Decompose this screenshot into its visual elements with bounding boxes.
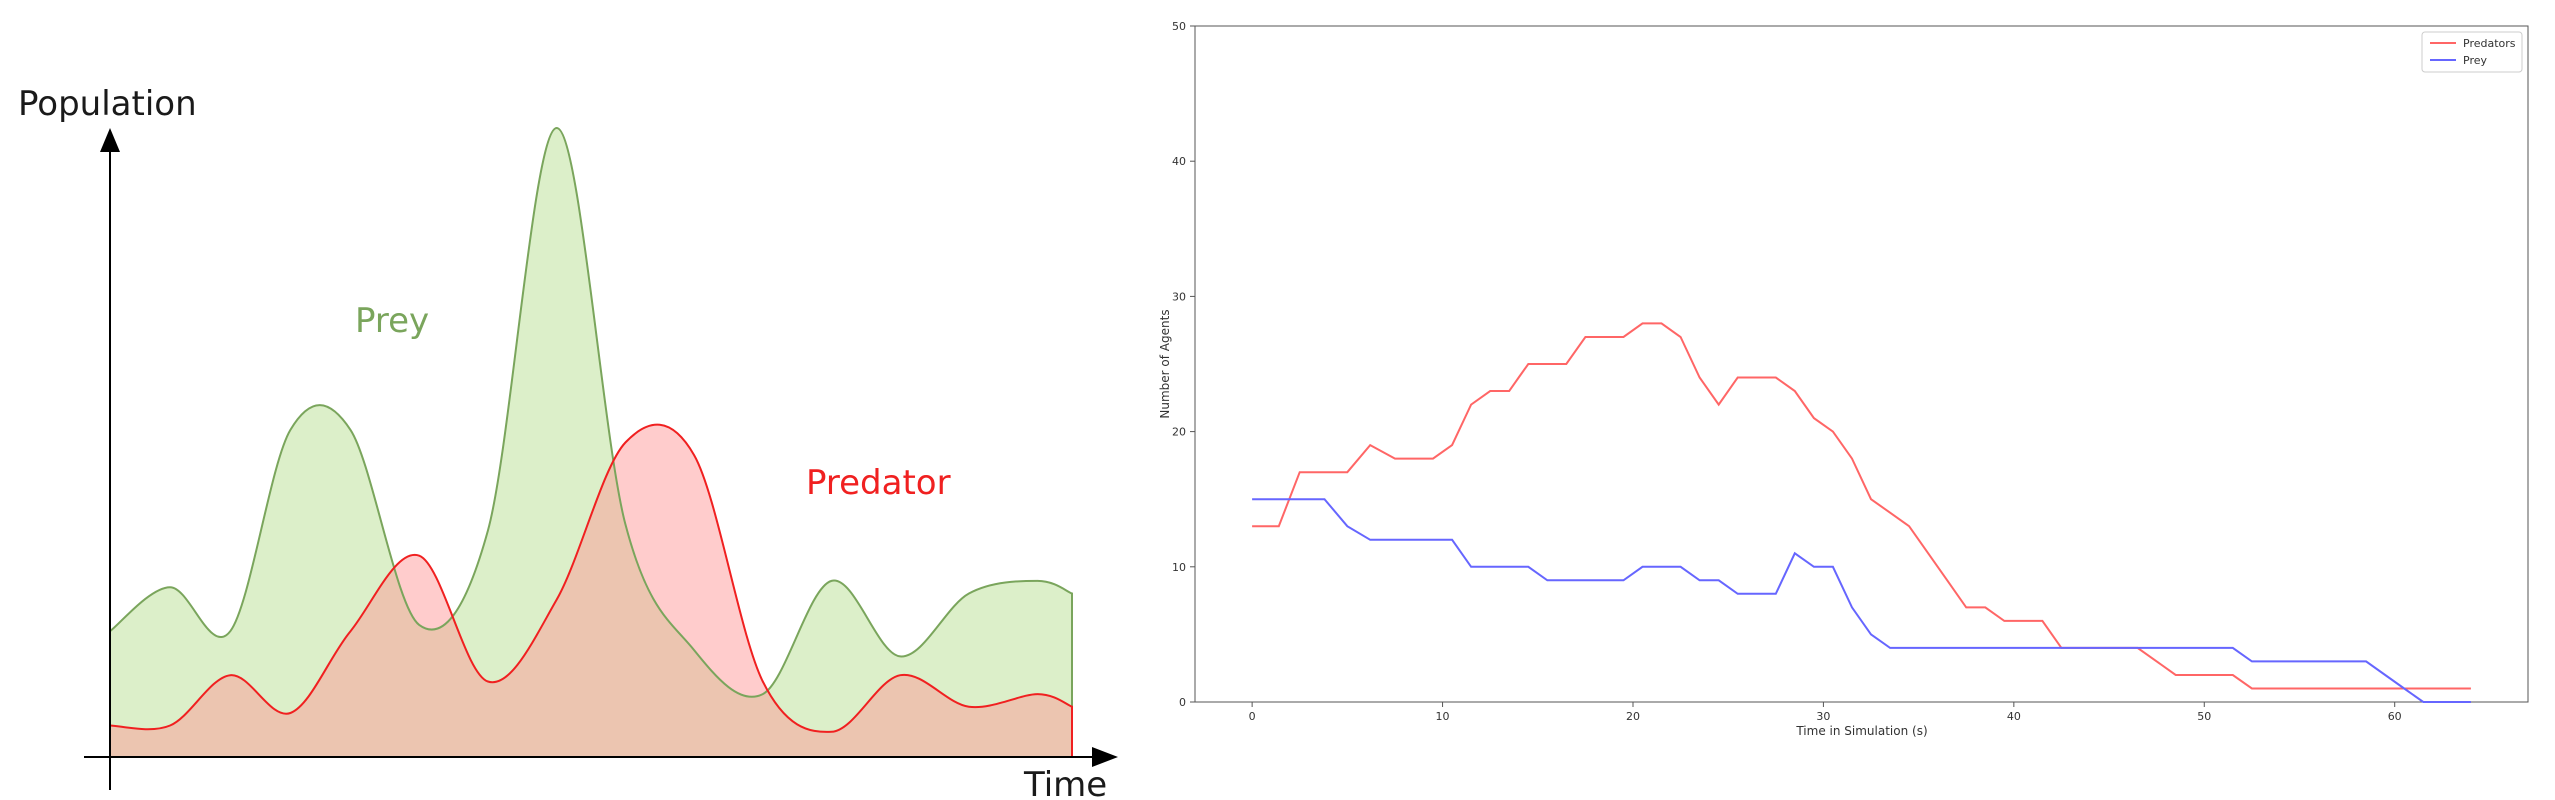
- series-line-prey: [1252, 498, 2471, 703]
- left-x-axis-arrow: [1092, 747, 1118, 767]
- y-tick-label: 30: [1172, 290, 1186, 303]
- left-y-axis-arrow: [100, 128, 120, 152]
- x-tick-label: 0: [1249, 710, 1256, 723]
- prey-area: [110, 127, 1072, 758]
- prey-line: [109, 126, 1073, 757]
- series-line-predators: [1252, 322, 2471, 690]
- left-x-axis-label: Time: [1023, 765, 1107, 800]
- x-tick-label: 10: [1436, 710, 1450, 723]
- x-tick-label: 50: [2197, 710, 2211, 723]
- right-chart: 0 10 20 30 40 50 60 0 10 20 30 40 50 Time in Simula…: [1158, 20, 2529, 738]
- y-tick-label: 50: [1172, 20, 1186, 33]
- y-tick-label: 10: [1172, 561, 1186, 574]
- y-ticks: 0 10 20 30 40 50: [1172, 20, 1195, 709]
- y-tick-label: 20: [1172, 426, 1186, 439]
- legend-label-prey: Prey: [2463, 54, 2487, 67]
- x-tick-label: 20: [1626, 710, 1640, 723]
- left-y-axis-label: Population: [18, 84, 197, 124]
- legend-label-predators: Predators: [2463, 37, 2516, 50]
- x-tick-label: 40: [2007, 710, 2021, 723]
- x-tick-label: 60: [2388, 710, 2402, 723]
- legend: Predators Prey: [2421, 31, 2523, 73]
- left-chart: Population Time Prey Predator: [18, 84, 1118, 800]
- right-x-axis-label: Time in Simulation (s): [1795, 724, 1927, 738]
- x-ticks: 0 10 20 30 40 50 60: [1249, 702, 2402, 723]
- prey-series-label: Prey: [355, 301, 429, 341]
- predator-line: [109, 423, 1073, 757]
- x-tick-label: 30: [1816, 710, 1830, 723]
- y-tick-label: 40: [1172, 155, 1186, 168]
- predator-series-label: Predator: [806, 463, 951, 503]
- overlap-area: [110, 464, 1072, 757]
- right-y-axis-label: Number of Agents: [1158, 309, 1172, 418]
- y-tick-label: 0: [1179, 696, 1186, 709]
- plot-frame: [1194, 25, 2529, 703]
